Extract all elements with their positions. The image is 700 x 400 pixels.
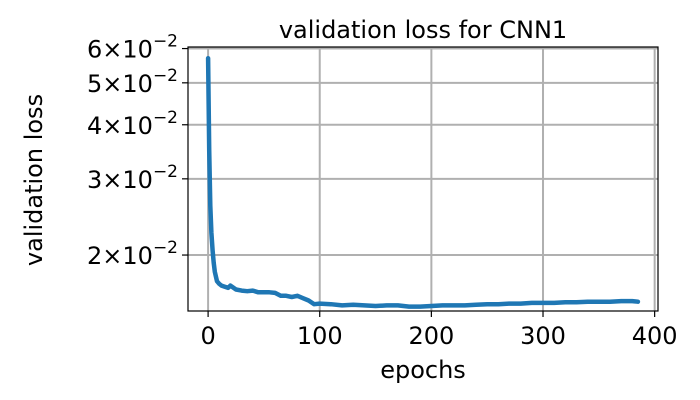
grid bbox=[188, 47, 658, 311]
y-tick-label: 2×10−2 bbox=[87, 238, 178, 270]
y-tick-label: 3×10−2 bbox=[87, 162, 178, 194]
y-tick-label: 4×10−2 bbox=[87, 108, 178, 140]
ticks: 0 100 200 300 400 2×10−2 3×10−2 4×10−2 5×10−26×1… bbox=[87, 32, 678, 350]
x-tick-label: 100 bbox=[297, 322, 343, 350]
chart-title: validation loss for CNN1 bbox=[279, 16, 567, 44]
x-tick-label: 200 bbox=[408, 322, 454, 350]
x-tick-label: 300 bbox=[520, 322, 566, 350]
y-tick-label: 5×10−2 bbox=[87, 66, 178, 98]
x-tick-label: 400 bbox=[632, 322, 678, 350]
series-layer bbox=[205, 55, 641, 309]
series-line-0 bbox=[205, 55, 641, 309]
x-tick-label: 0 bbox=[200, 322, 215, 350]
y-tick-label: 6×10−2 bbox=[87, 32, 178, 64]
x-axis-title: epochs bbox=[380, 356, 466, 384]
y-axis-title: validation loss bbox=[20, 94, 48, 266]
